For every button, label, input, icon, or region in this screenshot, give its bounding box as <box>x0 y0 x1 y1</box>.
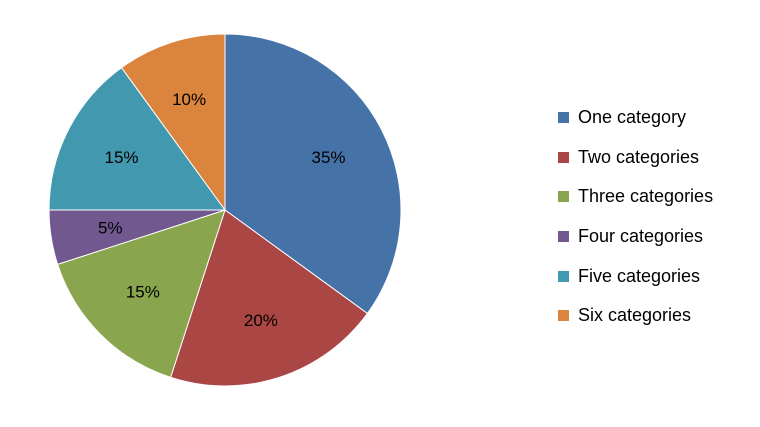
data-label-three-categories: 15% <box>126 283 160 302</box>
legend-swatch-two-categories <box>558 151 569 163</box>
legend-swatch-four-categories <box>558 231 569 243</box>
legend-label: Six categories <box>578 305 692 326</box>
legend-item-six-categories: Six categories <box>558 296 758 336</box>
legend-swatch-three-categories <box>558 191 569 203</box>
legend-label: Two categories <box>578 146 700 167</box>
legend-swatch-six-categories <box>558 310 569 322</box>
legend-item-five-categories: Five categories <box>558 256 758 296</box>
legend-label: One category <box>578 107 687 128</box>
legend-label: Four categories <box>578 226 704 247</box>
pie-slice-three-categories <box>56 209 226 379</box>
pie-slice-six-categories <box>120 33 226 212</box>
pie-slices <box>48 33 402 387</box>
legend-label: Three categories <box>578 186 714 207</box>
legend-item-four-categories: Four categories <box>558 217 758 257</box>
data-label-two-categories: 20% <box>244 311 278 330</box>
legend-swatch-one-category <box>558 112 569 124</box>
legend-item-three-categories: Three categories <box>558 177 758 217</box>
legend-swatch-five-categories <box>558 270 569 282</box>
pie-slice-two-categories <box>169 209 369 387</box>
chart-legend: One category Two categories Three categori… <box>558 98 758 336</box>
legend-label: Five categories <box>578 265 701 286</box>
pie-slice-five-categories <box>48 66 226 211</box>
legend-item-one-category: One category <box>558 98 758 138</box>
data-label-four-categories: 5% <box>98 219 123 238</box>
data-label-six-categories: 10% <box>172 90 206 109</box>
data-label-one-category: 35% <box>311 148 345 167</box>
legend-item-two-categories: Two categories <box>558 138 758 178</box>
data-label-five-categories: 15% <box>104 148 138 167</box>
pie-slice-labels: 35% 20% 15% 5% 15% 10% <box>98 90 346 330</box>
pie-slice-one-category <box>224 33 402 315</box>
